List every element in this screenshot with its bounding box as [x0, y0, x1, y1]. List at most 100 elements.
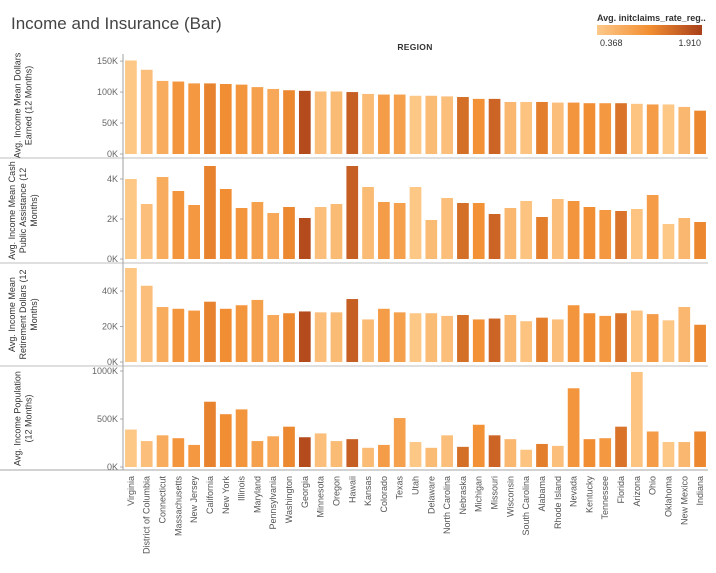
- bar-florida: [615, 103, 627, 154]
- bar-indiana: [694, 222, 706, 259]
- bar-connecticut: [156, 177, 169, 259]
- x-category-label: New Mexico: [679, 476, 689, 525]
- panel-1: Avg. Income Mean Dollars Earned (12 Month…: [13, 52, 706, 159]
- color-legend: Avg. initclaims_rate_reg.. 0.368 1.910: [597, 13, 706, 48]
- x-category-label: Maryland: [252, 476, 262, 513]
- bar-alabama: [536, 443, 548, 467]
- bar-ohio: [646, 104, 659, 154]
- bar-district-of-columbia: [140, 285, 153, 362]
- bar-tennessee: [599, 103, 612, 154]
- bar-indiana: [694, 110, 706, 154]
- plot-area: Avg. Income Mean Dollars Earned (12 Month…: [0, 52, 708, 554]
- bar-virginia: [125, 268, 137, 362]
- y-tick-label: 0K: [107, 462, 118, 472]
- bar-washington: [283, 207, 295, 259]
- panel-1-ylabel-line: Avg. Income Mean Dollars: [13, 52, 23, 158]
- bar-pennsylvania: [267, 88, 280, 154]
- bar-new-jersey: [188, 205, 200, 259]
- bar-kentucky: [583, 103, 596, 154]
- bar-illinois: [235, 84, 248, 154]
- bar-new-mexico: [678, 106, 691, 154]
- bar-new-york: [219, 414, 232, 467]
- x-category-label: Illinois: [237, 476, 247, 502]
- bar-new-mexico: [678, 218, 691, 259]
- bar-rhode-island: [551, 319, 564, 362]
- x-category-label: Hawaii: [347, 476, 357, 503]
- panel-3-ylabel-line: Months): [29, 298, 39, 331]
- y-tick-label: 40K: [102, 286, 118, 296]
- bar-texas: [393, 203, 406, 259]
- x-category-label: Georgia: [300, 476, 310, 508]
- x-category-label: Rhode Island: [553, 476, 563, 529]
- x-category-label: New York: [221, 476, 231, 515]
- bar-nevada: [567, 201, 580, 259]
- bar-arizona: [631, 209, 643, 259]
- x-category-label: California: [205, 476, 215, 514]
- bar-michigan: [472, 98, 485, 154]
- panel-3-ylabel-line: Avg. Income Mean: [7, 277, 17, 352]
- bar-tennessee: [599, 315, 612, 362]
- x-category-label: Virginia: [126, 476, 136, 506]
- x-category-label: New Jersey: [189, 476, 199, 524]
- bar-new-york: [219, 189, 232, 259]
- bar-hawaii: [346, 439, 359, 467]
- x-category-label: Pennsylvania: [268, 476, 278, 530]
- bar-california: [204, 83, 216, 154]
- x-category-label: Ohio: [648, 476, 658, 495]
- y-tick-label: 0K: [107, 254, 118, 264]
- bar-wisconsin: [504, 315, 517, 362]
- bar-wisconsin: [504, 208, 517, 259]
- bar-missouri: [488, 435, 501, 467]
- x-category-label: Utah: [411, 476, 421, 495]
- bar-washington: [283, 313, 295, 362]
- bar-minnesota: [314, 207, 327, 259]
- bar-ohio: [646, 431, 659, 467]
- bar-indiana: [694, 324, 706, 362]
- bar-hawaii: [346, 299, 359, 362]
- bar-arizona: [631, 310, 643, 362]
- bar-colorado: [378, 444, 390, 467]
- y-tick-label: 150K: [97, 56, 118, 66]
- bar-ohio: [646, 314, 659, 362]
- y-tick-label: 100K: [97, 87, 118, 97]
- x-category-label: District of Columbia: [142, 476, 152, 554]
- y-tick-label: 0K: [107, 357, 118, 367]
- bar-rhode-island: [551, 199, 564, 259]
- bar-nebraska: [457, 97, 469, 154]
- bar-rhode-island: [551, 445, 564, 467]
- bar-oklahoma: [662, 442, 675, 467]
- y-tick-label: 0K: [107, 149, 118, 159]
- y-tick-label: 4K: [107, 174, 118, 184]
- bar-pennsylvania: [267, 315, 280, 362]
- bar-nebraska: [457, 315, 469, 362]
- bar-kentucky: [583, 207, 596, 259]
- bar-illinois: [235, 305, 248, 362]
- panel-4-ylabel-line: Avg. Income Population: [13, 371, 23, 466]
- bar-district-of-columbia: [140, 69, 153, 154]
- bar-utah: [409, 95, 422, 154]
- x-category-label: South Carolina: [521, 476, 531, 536]
- x-category-label: Indiana: [695, 476, 705, 506]
- bar-wisconsin: [504, 101, 517, 154]
- bar-michigan: [472, 319, 485, 362]
- bar-georgia: [298, 437, 311, 467]
- bar-north-carolina: [441, 435, 453, 467]
- bar-nevada: [567, 388, 580, 467]
- bar-virginia: [125, 60, 137, 155]
- bar-nebraska: [457, 446, 469, 467]
- bar-kansas: [362, 187, 374, 259]
- bar-south-carolina: [520, 101, 533, 154]
- bar-nebraska: [457, 203, 469, 259]
- bar-rhode-island: [551, 102, 564, 154]
- bar-oregon: [330, 312, 343, 362]
- bar-florida: [615, 211, 627, 259]
- bar-virginia: [125, 429, 137, 467]
- bar-arizona: [631, 371, 643, 467]
- bar-texas: [393, 418, 406, 467]
- bar-wisconsin: [504, 439, 517, 467]
- bar-connecticut: [156, 307, 169, 362]
- panel-2-ylabel-line: Avg. Income Mean Cash: [7, 161, 17, 259]
- bar-maryland: [251, 299, 264, 362]
- bar-district-of-columbia: [140, 204, 153, 259]
- bar-illinois: [235, 208, 248, 259]
